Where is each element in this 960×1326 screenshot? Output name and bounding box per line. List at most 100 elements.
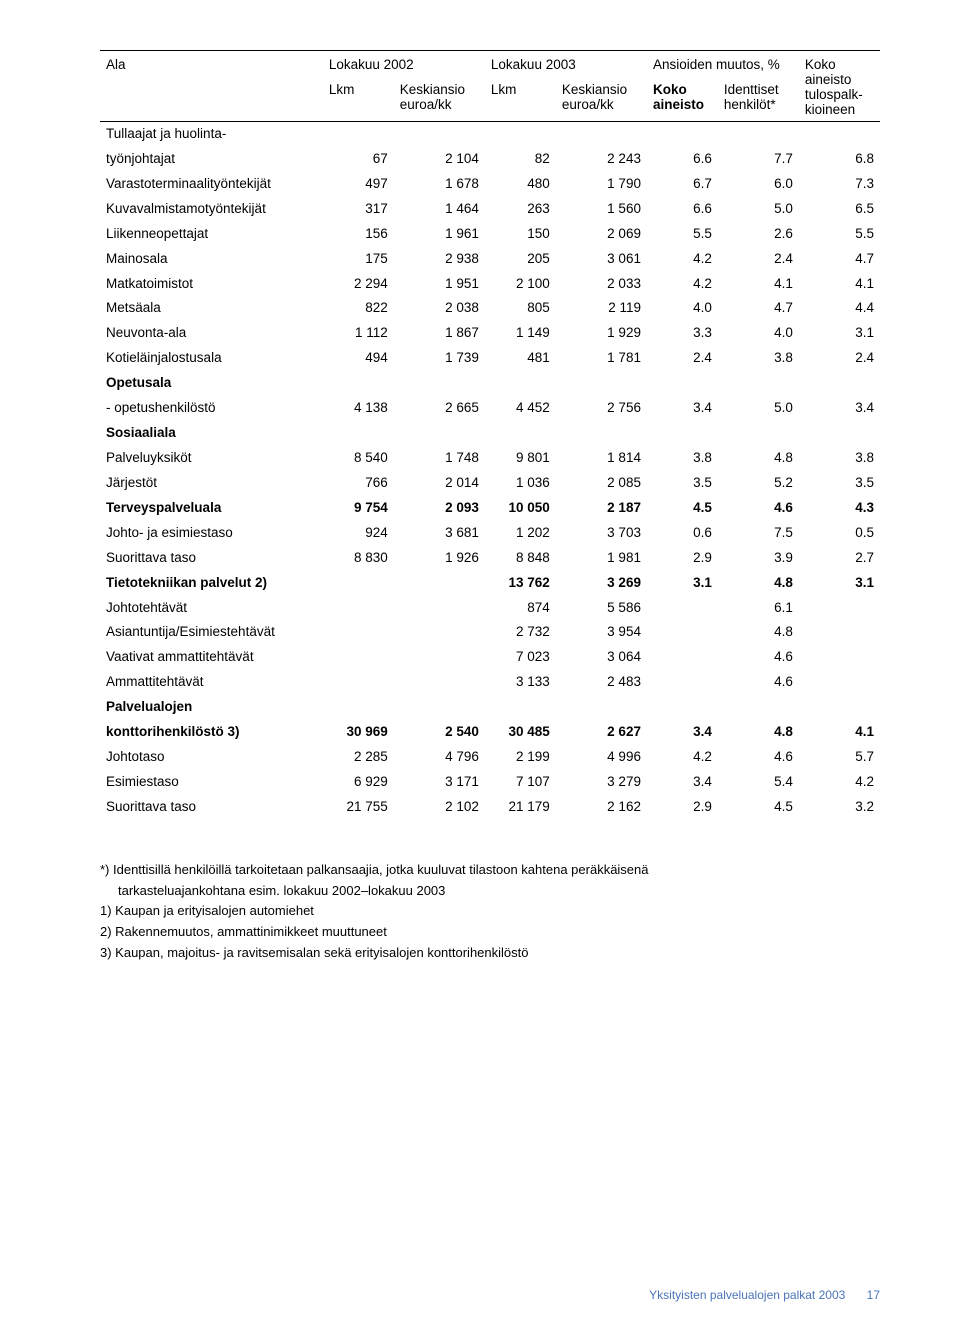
group-heading: Palvelualojen — [100, 695, 323, 720]
cell: 1 867 — [394, 321, 485, 346]
cell: 497 — [323, 172, 394, 197]
cell: 0.5 — [799, 521, 880, 546]
table-header: Ala Lokakuu 2002 Lokakuu 2003 Ansioiden … — [100, 51, 880, 122]
header-koko-tulos: Koko aineisto tulospalk- kioineen — [799, 51, 880, 122]
row-label: Järjestöt — [100, 471, 323, 496]
cell — [799, 596, 880, 621]
cell: 7.7 — [718, 147, 799, 172]
cell: 2 627 — [556, 720, 647, 745]
table-row: Palveluyksiköt8 5401 7489 8011 8143.84.8… — [100, 446, 880, 471]
cell: 6.8 — [799, 147, 880, 172]
cell: 5.0 — [718, 396, 799, 421]
cell — [323, 596, 394, 621]
cell: 2 100 — [485, 272, 556, 297]
cell — [647, 620, 718, 645]
cell: 4.8 — [718, 446, 799, 471]
cell: 9 801 — [485, 446, 556, 471]
row-label: Matkatoimistot — [100, 272, 323, 297]
table-row: Neuvonta-ala1 1121 8671 1491 9293.34.03.… — [100, 321, 880, 346]
table-row: Tietotekniikan palvelut 2)13 7623 2693.1… — [100, 571, 880, 596]
table-row: Suorittava taso21 7552 10221 1792 1622.9… — [100, 795, 880, 820]
table-row: Suorittava taso8 8301 9268 8481 9812.93.… — [100, 546, 880, 571]
row-label: Kotieläinjalostusala — [100, 346, 323, 371]
table-row: Terveyspalveluala9 7542 09310 0502 1874.… — [100, 496, 880, 521]
cell: 1 781 — [556, 346, 647, 371]
cell: 6 929 — [323, 770, 394, 795]
cell: 2 756 — [556, 396, 647, 421]
cell — [799, 670, 880, 695]
cell: 8 830 — [323, 546, 394, 571]
cell: 2 069 — [556, 222, 647, 247]
cell: 4.4 — [799, 296, 880, 321]
salary-table: Ala Lokakuu 2002 Lokakuu 2003 Ansioiden … — [100, 50, 880, 820]
cell: 3.8 — [647, 446, 718, 471]
cell: 3.8 — [718, 346, 799, 371]
footnotes: *) Identtisillä henkilöillä tarkoitetaan… — [100, 860, 880, 964]
cell — [323, 670, 394, 695]
cell: 3 061 — [556, 247, 647, 272]
cell: 4.5 — [647, 496, 718, 521]
cell: 1 926 — [394, 546, 485, 571]
cell: 3 171 — [394, 770, 485, 795]
cell: 4.1 — [799, 720, 880, 745]
cell: 1 036 — [485, 471, 556, 496]
cell: 822 — [323, 296, 394, 321]
row-label: Johtotaso — [100, 745, 323, 770]
cell: 4 452 — [485, 396, 556, 421]
cell: 1 112 — [323, 321, 394, 346]
cell — [799, 620, 880, 645]
cell: 3 269 — [556, 571, 647, 596]
cell: 2.6 — [718, 222, 799, 247]
table-row: Esimiestaso6 9293 1717 1073 2793.45.44.2 — [100, 770, 880, 795]
footer-page: 17 — [867, 1288, 880, 1302]
cell: 4 796 — [394, 745, 485, 770]
cell: 3.8 — [799, 446, 880, 471]
cell — [394, 596, 485, 621]
cell: 67 — [323, 147, 394, 172]
cell: 4.3 — [799, 496, 880, 521]
row-label: Johtotehtävät — [100, 596, 323, 621]
cell: 3 954 — [556, 620, 647, 645]
cell: 2.7 — [799, 546, 880, 571]
table-row: Vaativat ammattitehtävät7 0233 0644.6 — [100, 645, 880, 670]
row-label: Terveyspalveluala — [100, 496, 323, 521]
cell: 4.2 — [647, 247, 718, 272]
cell: 82 — [485, 147, 556, 172]
cell: 3 703 — [556, 521, 647, 546]
cell: 4.6 — [718, 670, 799, 695]
header-2003: Lokakuu 2003 — [485, 51, 647, 78]
group-heading: Tullaajat ja huolinta- — [100, 122, 323, 147]
cell: 175 — [323, 247, 394, 272]
table-body: Tullaajat ja huolinta-työnjohtajat67 2 10… — [100, 122, 880, 820]
cell: 4.1 — [718, 272, 799, 297]
note-2: 1) Kaupan ja erityisalojen automiehet — [100, 901, 880, 922]
row-label: Tietotekniikan palvelut 2) — [100, 571, 323, 596]
cell: 4 996 — [556, 745, 647, 770]
cell: 21 179 — [485, 795, 556, 820]
table-row: konttorihenkilöstö 3)30 9692 54030 4852 … — [100, 720, 880, 745]
cell: 480 — [485, 172, 556, 197]
cell: 3.5 — [799, 471, 880, 496]
row-label: Asiantuntija/Esimiestehtävät — [100, 620, 323, 645]
cell: 3 064 — [556, 645, 647, 670]
footer-title: Yksityisten palvelualojen palkat 2003 — [649, 1288, 845, 1302]
cell: 2.9 — [647, 546, 718, 571]
cell: 2 294 — [323, 272, 394, 297]
cell: 205 — [485, 247, 556, 272]
row-label: työnjohtajat — [100, 147, 323, 172]
cell: 1 981 — [556, 546, 647, 571]
cell: 30 485 — [485, 720, 556, 745]
cell: 3 279 — [556, 770, 647, 795]
cell: 4.8 — [718, 571, 799, 596]
cell: 2 540 — [394, 720, 485, 745]
cell: 5 586 — [556, 596, 647, 621]
cell: 5.5 — [799, 222, 880, 247]
cell: 2.4 — [799, 346, 880, 371]
cell: 4.6 — [718, 745, 799, 770]
cell: 2 038 — [394, 296, 485, 321]
cell: 3.2 — [799, 795, 880, 820]
row-label: Suorittava taso — [100, 546, 323, 571]
cell: 1 929 — [556, 321, 647, 346]
cell: 1 560 — [556, 197, 647, 222]
cell — [647, 645, 718, 670]
